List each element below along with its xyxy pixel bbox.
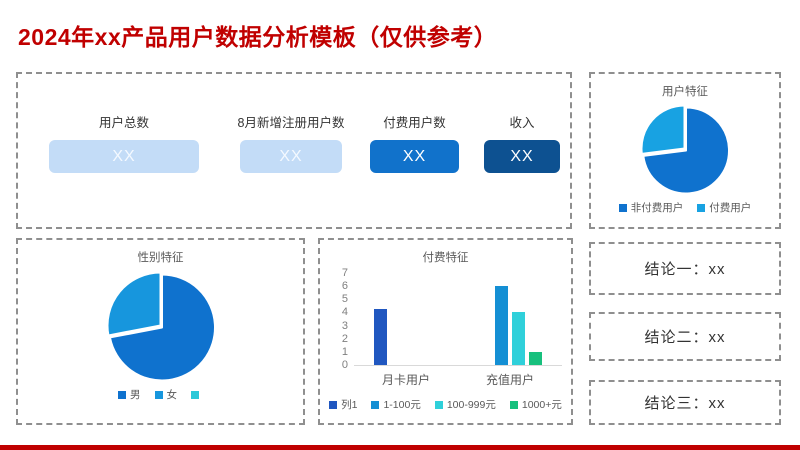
chart-title: 付费特征 [422,252,469,264]
bar-slot [406,273,423,365]
y-tick-label: 5 [341,293,348,306]
y-tick-label: 4 [341,306,348,319]
bar-groups [354,273,562,365]
legend-swatch-icon [618,203,627,212]
legend-swatch-icon [697,203,706,212]
legend-label: 列1 [341,399,358,411]
plot-area [354,273,562,366]
conclusion-text: 结论一：xx [644,261,726,278]
legend-swatch-icon [191,390,199,399]
legend-label: 1000+元 [521,399,562,411]
kpi-card-revenue: 收入 XX [484,112,560,173]
kpi-label: 付费用户数 [383,116,446,130]
kpi-value: XX [49,140,199,173]
legend-label: 1-100元 [383,399,421,411]
y-tick-label: 0 [341,359,348,371]
conclusion-text: 结论二：xx [644,329,726,346]
bar-group [354,273,458,365]
kpi-value: XX [370,140,459,173]
legend-item: 女 [154,387,178,402]
legend: 非付费用户 付费用户 [618,200,751,215]
pie-slice [640,104,686,155]
legend-swatch-icon [329,400,338,409]
y-tick-label: 2 [341,332,348,345]
legend-label: 女 [166,389,178,401]
legend-label: 100-999元 [446,399,496,411]
kpi-card-new-registered-users: 8月新增注册用户数 XX [237,112,345,173]
x-axis-label: 月卡用户 [381,373,430,387]
kpi-card-paying-users: 付费用户数 XX [370,112,459,173]
user-feature-panel: 用户特征 非付费用户 付费用户 [589,72,781,229]
legend-item: 100-999元 [434,397,496,412]
kpi-label: 用户总数 [98,116,149,130]
kpi-label: 8月新增注册用户数 [237,116,345,130]
legend-item: 1-100元 [371,397,421,412]
y-tick-label: 7 [341,267,348,279]
legend-swatch-icon [371,400,380,409]
conclusion-text: 结论三：xx [644,395,726,412]
bar-列1 [374,308,387,365]
legend-item: 付费用户 [697,200,751,215]
legend-swatch-icon [118,390,126,399]
bar-group [458,273,562,365]
legend-label: 男 [130,389,141,401]
footer-accent-bar [0,445,800,450]
legend-item: 男 [118,387,141,402]
legend-item [191,387,203,402]
legend: 男女 [118,387,203,402]
bar-slot [372,273,389,365]
kpi-label: 收入 [509,116,535,130]
bar-1000+元 [529,351,542,365]
conclusion-box-3: 结论三：xx [589,380,781,425]
gender-feature-panel: 性别特征 男女 [16,238,305,425]
chart-title: 性别特征 [137,252,184,264]
user-feature-pie-chart [640,104,730,195]
bar-slot [423,273,440,365]
legend-swatch-icon [509,400,518,409]
legend-item: 非付费用户 [618,200,684,215]
legend: 列1 1-100元 100-999元 1000+元 [320,397,571,412]
legend-swatch-icon [434,400,443,409]
kpi-value: XX [240,140,342,173]
legend-label: 非付费用户 [630,202,684,214]
bar-slot [389,273,406,365]
y-tick-label: 1 [341,345,348,358]
x-axis-label: 充值用户 [485,373,534,387]
kpi-card-total-users: 用户总数 XX [49,112,199,173]
conclusion-box-2: 结论二：xx [589,312,781,361]
gender-pie-chart [106,271,216,382]
page-title: 2024年xx产品用户数据分析模板（仅供参考） [18,24,498,50]
bar-1-100元 [495,286,508,365]
legend-item: 列1 [329,397,357,412]
pie-slice [108,273,216,382]
bar-slot [527,273,544,365]
chart-title: 用户特征 [662,86,708,98]
conclusion-box-1: 结论一：xx [589,242,781,295]
x-axis-labels: 月卡用户 充值用户 [354,371,562,388]
kpi-section: 用户总数 XX 8月新增注册用户数 XX 付费用户数 XX 收入 XX [16,72,572,229]
y-tick-label: 3 [341,319,348,332]
legend-item: 1000+元 [509,397,562,412]
pie-slice [106,271,161,337]
bar-100-999元 [512,312,525,365]
pie-slice [642,106,730,195]
legend-label: 付费用户 [709,202,752,214]
legend-swatch-icon [154,390,163,399]
y-tick-label: 6 [341,280,348,293]
bar-slot [476,273,493,365]
bar-slot [510,273,527,365]
bar-slot [493,273,510,365]
kpi-value: XX [484,140,560,173]
